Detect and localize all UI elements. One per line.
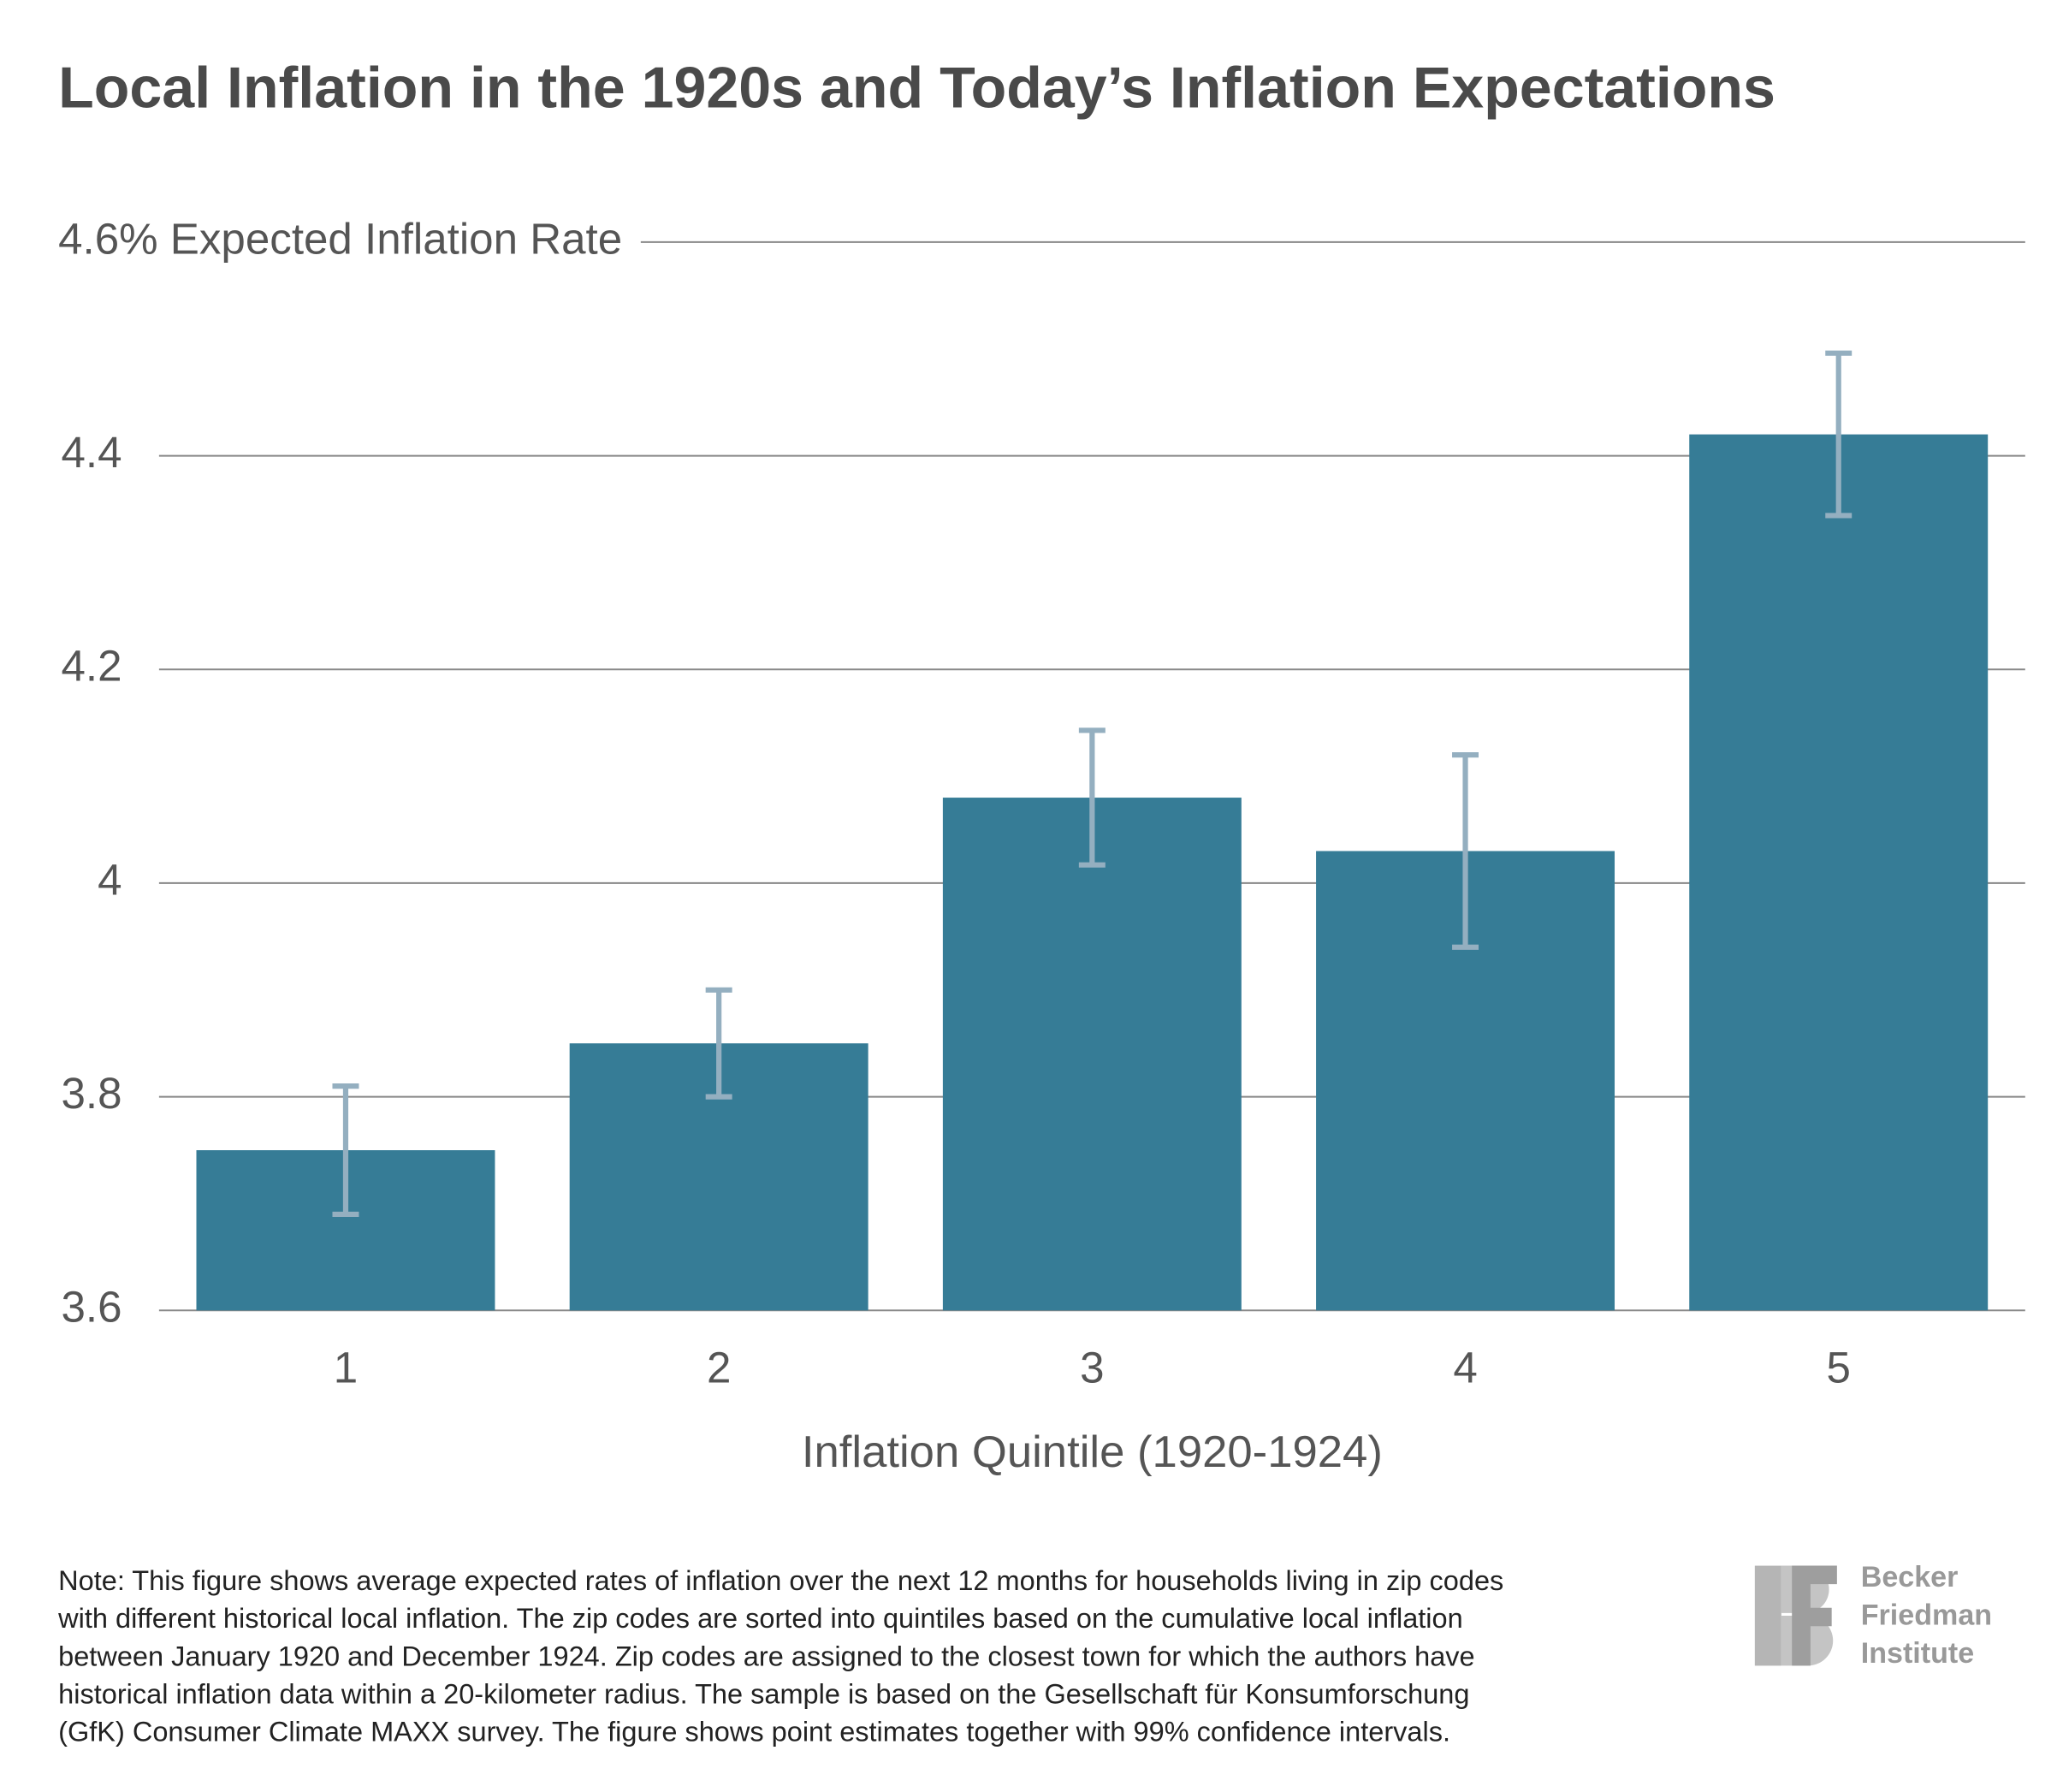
note-line: with different historical local inflatio… — [57, 1603, 1463, 1634]
y-tick-label: 3.6 — [61, 1283, 122, 1332]
bar — [1689, 434, 1989, 1311]
y-tick-label: 4.2 — [61, 642, 122, 691]
logo-text: Institute — [1861, 1637, 1974, 1670]
error-bar — [332, 1083, 359, 1218]
x-tick-label: 2 — [707, 1344, 731, 1392]
bar — [942, 798, 1242, 1311]
x-tick-label: 4 — [1453, 1344, 1477, 1392]
note-line: (GfK) Consumer Climate MAXX survey. The … — [58, 1717, 1450, 1747]
error-bar — [1078, 727, 1106, 868]
note-line: between January 1920 and December 1924. … — [58, 1641, 1474, 1671]
y-tick-label: 4 — [98, 856, 122, 905]
logo-mark — [1754, 1565, 1781, 1666]
error-bar — [1452, 752, 1479, 950]
x-tick-label: 3 — [1080, 1344, 1104, 1392]
note-line: Note: This figure shows average expected… — [58, 1565, 1503, 1596]
y-tick-label: 4.4 — [61, 428, 122, 477]
x-tick-label: 5 — [1827, 1344, 1851, 1392]
chart-title: Local Inflation in the 1920s and Today’s… — [58, 56, 1775, 121]
error-bar — [705, 987, 732, 1100]
logo-text: Friedman — [1861, 1599, 1992, 1632]
note-line: historical inflation data within a 20-ki… — [58, 1679, 1469, 1710]
error-bar — [1825, 350, 1852, 519]
logo-text: Becker — [1861, 1561, 1959, 1593]
x-tick-label: 1 — [334, 1344, 358, 1392]
logo-mark — [1792, 1565, 1837, 1666]
logo: Becker Friedman Institute — [1754, 1561, 1992, 1670]
x-axis-title: Inflation Quintile (1920-1924) — [802, 1427, 1383, 1477]
y-tick-label: 3.8 — [61, 1069, 122, 1118]
y-tick-label: 4.6% Expected Inflation Rate — [58, 214, 622, 263]
